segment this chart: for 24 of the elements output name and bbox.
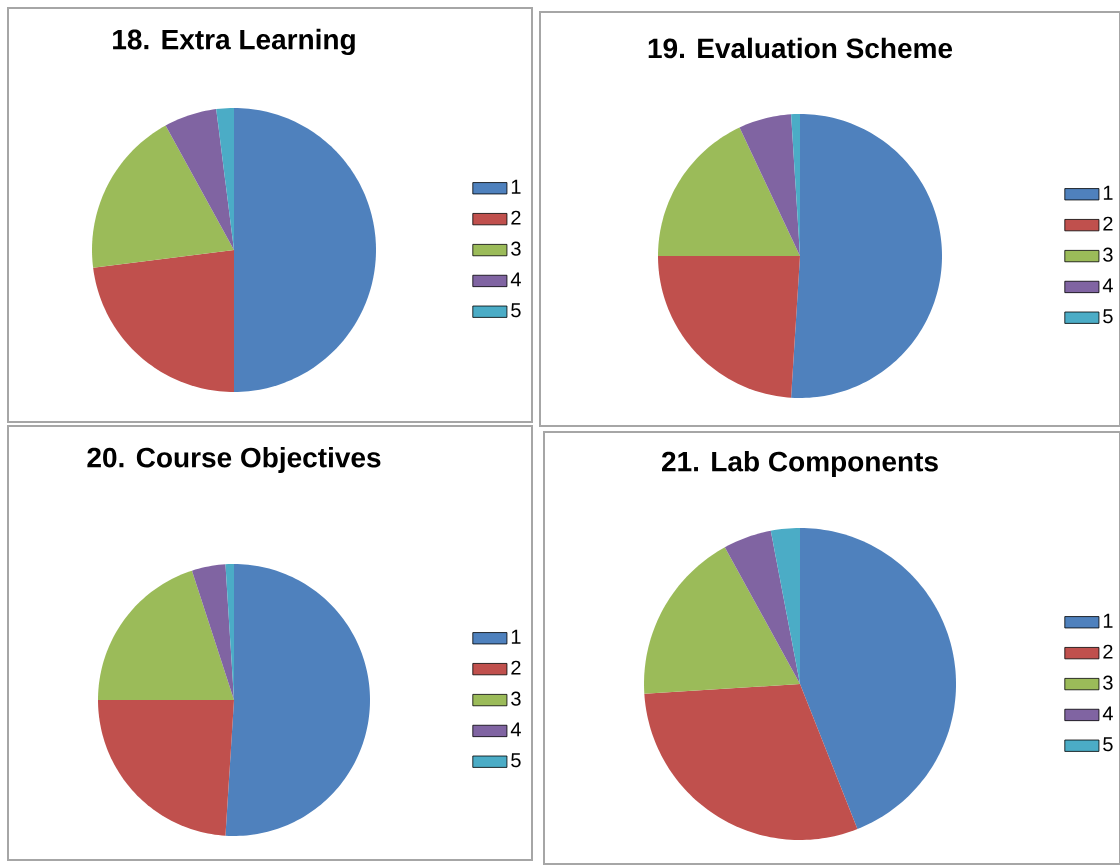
- legend-label: 2: [511, 210, 521, 225]
- legend-label: 4: [1102, 278, 1113, 293]
- legend-label: 5: [1103, 309, 1113, 324]
- legend-label: 1: [511, 179, 521, 194]
- legend-label: 5: [511, 303, 521, 318]
- legend-label: 1: [1103, 613, 1113, 628]
- legend-label: 2: [511, 660, 521, 675]
- chart-title: 18. Extra Learning: [113, 28, 355, 56]
- chart-title: 21. Lab Components: [662, 450, 938, 478]
- legend-label: 1: [1103, 185, 1113, 200]
- legend-label: 3: [1103, 247, 1113, 262]
- legend-label: 3: [511, 691, 521, 706]
- legend-label: 5: [1103, 737, 1113, 752]
- legend-label: 4: [510, 722, 521, 737]
- chart-title: 20. Course Objectives: [87, 446, 381, 474]
- legend-label: 4: [1102, 706, 1113, 721]
- legend-label: 2: [1103, 216, 1113, 231]
- legend-label: 1: [511, 629, 521, 644]
- chart-title: 19. Evaluation Scheme: [648, 37, 953, 59]
- legend-label: 4: [510, 272, 521, 287]
- legend-label: 3: [1103, 675, 1113, 690]
- legend-label: 3: [511, 241, 521, 256]
- legend-label: 5: [511, 753, 521, 768]
- legend-label: 2: [1103, 644, 1113, 659]
